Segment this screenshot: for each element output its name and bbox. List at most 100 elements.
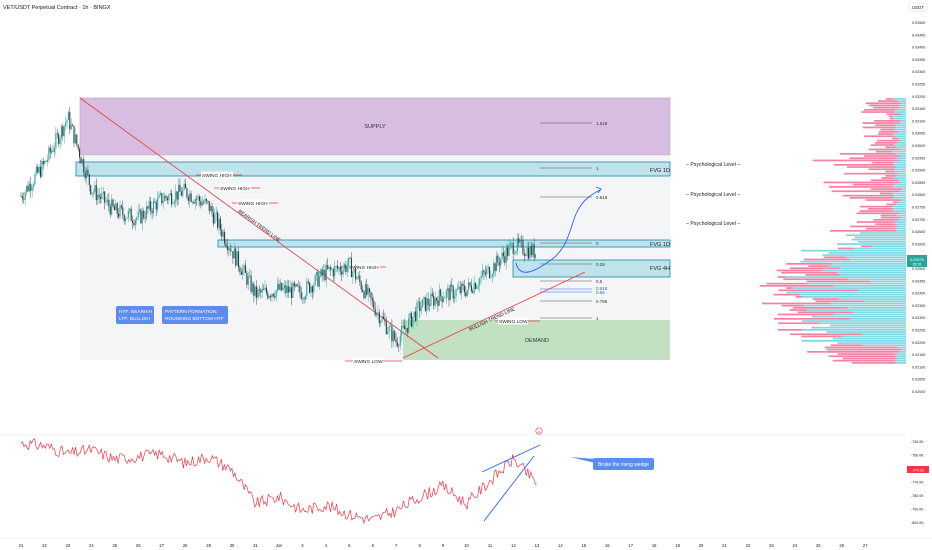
candle-body	[62, 126, 64, 137]
vp-bar-teal	[853, 311, 906, 314]
vp-bar-teal	[892, 186, 906, 188]
candle-body	[532, 244, 534, 256]
vp-bar-pink	[842, 194, 895, 197]
candle-body	[360, 281, 362, 290]
candle-body	[81, 159, 83, 164]
vp-bar-teal	[897, 100, 906, 102]
vp-bar-pink	[875, 124, 896, 127]
time-tick: 3	[301, 543, 304, 548]
candle-body	[295, 284, 297, 287]
candle-body	[138, 209, 141, 212]
candle-body	[229, 248, 231, 252]
vp-bar-teal	[859, 232, 906, 234]
candle-body	[198, 196, 201, 201]
vp-bar-teal	[893, 177, 906, 179]
price-tick: 0.02950	[912, 156, 925, 160]
candle-body	[164, 195, 166, 201]
bullish-trend-line	[402, 271, 586, 359]
time-tick: 23	[769, 543, 774, 548]
vp-bar-pink	[777, 276, 786, 278]
candle-body	[426, 298, 428, 311]
candle-body	[332, 269, 334, 277]
candle-body	[131, 220, 134, 223]
candle-body	[246, 272, 248, 285]
candle-body	[303, 298, 305, 300]
fvg-1d-mid-label: FVG 1D	[650, 242, 670, 248]
candle-body	[459, 286, 461, 294]
candle-body	[424, 297, 426, 311]
candle-body	[335, 265, 337, 267]
candle-body	[250, 275, 252, 292]
candle-body	[433, 296, 435, 306]
candle-body	[381, 316, 383, 322]
currency-badge[interactable]	[908, 2, 928, 12]
candle-body	[282, 287, 284, 291]
candle-body	[511, 242, 513, 244]
candle-body	[353, 268, 355, 272]
vp-bar-pink	[759, 285, 834, 287]
candle-body	[263, 288, 265, 290]
candle-body	[187, 196, 189, 201]
vp-bar-teal	[834, 313, 906, 316]
candle-body	[253, 283, 255, 296]
vp-bar-pink	[838, 247, 854, 250]
vp-bar-pink	[880, 128, 895, 131]
candle-body	[494, 263, 496, 272]
vp-bar-teal	[901, 199, 906, 201]
candle-body	[480, 275, 482, 279]
vp-bar-pink	[783, 278, 848, 281]
candle-body	[136, 217, 138, 221]
candle-body	[343, 264, 346, 269]
vp-bar-pink	[873, 106, 900, 109]
vp-bar-pink	[893, 201, 898, 204]
candle-body	[384, 318, 386, 322]
candle-body	[323, 269, 325, 276]
candle-body	[189, 193, 191, 201]
candle-body	[428, 305, 431, 306]
candle-body	[519, 240, 521, 243]
vp-bar-teal	[826, 331, 906, 333]
candle-body	[302, 298, 304, 299]
time-tick: 27	[159, 543, 164, 548]
psych-level-1: – Psychological Level –	[686, 162, 740, 168]
vp-bar-pink	[824, 256, 846, 259]
candle-body	[201, 202, 203, 206]
indicator-path	[20, 438, 538, 525]
vp-bar-pink	[812, 298, 840, 300]
candle-body	[212, 212, 214, 224]
vp-bar-pink	[876, 150, 893, 153]
vp-bar-teal	[894, 135, 906, 138]
time-tick: 5	[348, 543, 351, 548]
vp-bar-pink	[868, 148, 901, 151]
candle-body	[115, 203, 117, 211]
candle-body	[77, 144, 79, 149]
vp-bar-pink	[874, 142, 898, 144]
alert-marker[interactable]	[535, 427, 543, 435]
candle-body	[449, 284, 452, 301]
candle-body	[533, 244, 535, 258]
candle-body	[469, 282, 471, 286]
candle-body	[218, 218, 220, 228]
time-tick: 11	[488, 543, 493, 548]
candle-body	[283, 285, 286, 288]
candle-body	[336, 265, 339, 269]
price-tick: 0.02800	[912, 193, 925, 197]
candle-body	[116, 203, 118, 214]
candle-body	[150, 201, 152, 211]
vp-bar-teal	[894, 111, 906, 113]
candle-body	[205, 198, 207, 201]
vp-bar-pink	[824, 346, 898, 349]
candle-body	[90, 185, 92, 195]
vp-bar-teal	[832, 263, 906, 265]
vp-bar-teal	[802, 340, 906, 342]
candle-body	[342, 268, 344, 275]
vp-bar-teal	[896, 203, 906, 206]
candle-body	[26, 185, 28, 193]
vp-bar-pink	[872, 161, 894, 164]
candle-body	[88, 174, 90, 186]
candle-body	[498, 262, 500, 266]
vp-bar-pink	[878, 100, 898, 102]
candle-body	[310, 286, 312, 293]
candle-body	[98, 194, 100, 197]
candle-body	[104, 191, 106, 203]
